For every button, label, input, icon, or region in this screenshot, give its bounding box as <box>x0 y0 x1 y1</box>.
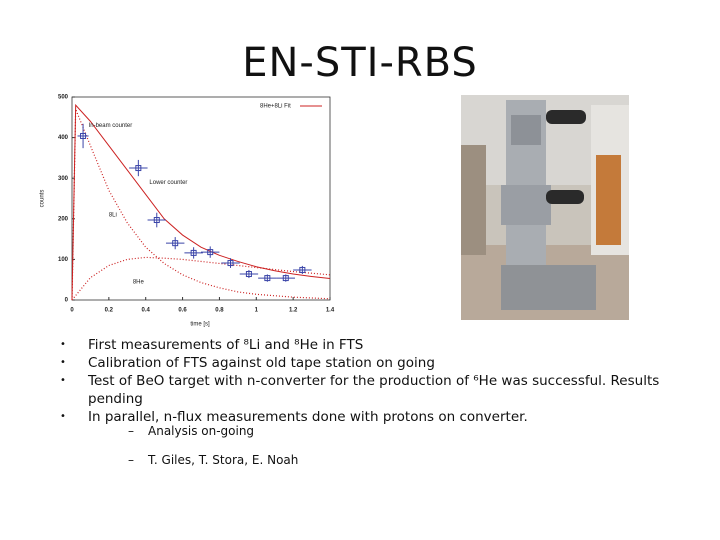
photo-cable <box>596 155 621 245</box>
annotation: In-beam counter <box>89 123 133 129</box>
chart: 0 100 200 300 400 500 0 0.2 0.4 0.6 0.8 1 1.2 1.4 time… <box>30 88 350 328</box>
fit-line <box>71 108 331 301</box>
annotation: Lower counter <box>149 180 187 186</box>
x-tick-label: 1.4 <box>326 308 335 314</box>
photo <box>461 95 629 320</box>
bullet-item: T. Giles, T. Stora, E. Noah <box>128 453 298 467</box>
x-tick-label: 0 <box>70 308 74 314</box>
data-point <box>172 240 179 247</box>
photo-part <box>511 115 541 145</box>
x-tick-label: 0.2 <box>105 308 114 314</box>
sub-bullet-list: Analysis on-going T. Giles, T. Stora, E. … <box>128 424 298 482</box>
photo-cabinet <box>461 145 486 255</box>
data-point <box>80 132 87 139</box>
x-tick-label: 0.6 <box>178 308 187 314</box>
x-tick-label: 1.2 <box>289 308 298 314</box>
data-point <box>227 260 234 267</box>
curve-label: 8He <box>133 279 145 285</box>
y-tick-label: 0 <box>65 298 69 304</box>
x-axis-label: time [s] <box>190 322 210 328</box>
data-point <box>299 266 306 273</box>
slide-title: EN-STI-RBS <box>242 40 478 86</box>
bullet-item: Analysis on-going <box>128 424 298 438</box>
y-axis-label: counts <box>40 190 46 208</box>
y-tick-label: 500 <box>58 95 69 101</box>
data-point <box>135 165 142 172</box>
y-tick-label: 400 <box>58 135 69 141</box>
y-tick-label: 300 <box>58 176 69 182</box>
plot-frame <box>71 96 331 301</box>
data-point <box>245 271 252 278</box>
data-point <box>190 249 197 256</box>
x-tick-label: 1 <box>255 308 259 314</box>
data-point <box>282 275 289 282</box>
photo-part <box>501 185 551 225</box>
data-point <box>153 217 160 224</box>
x-tick-label: 0.4 <box>142 308 151 314</box>
photo-handle <box>546 190 584 204</box>
bullet-item: Calibration of FTS against old tape stat… <box>60 354 680 372</box>
legend-label: 8He+8Li Fit <box>260 104 291 110</box>
bullet-list: First measurements of ⁸Li and ⁸He in FTS… <box>60 336 680 426</box>
photo-handle <box>546 110 586 124</box>
bullet-item: First measurements of ⁸Li and ⁸He in FTS <box>60 336 680 354</box>
curve-label: 8Li <box>109 212 117 218</box>
bullet-item: Test of BeO target with n-converter for … <box>60 372 680 408</box>
data-point <box>207 249 214 256</box>
y-tick-label: 200 <box>58 216 69 222</box>
y-tick-label: 100 <box>58 257 69 263</box>
photo-base <box>501 265 596 310</box>
data-point <box>264 275 271 282</box>
x-tick-label: 0.8 <box>215 308 224 314</box>
bullet-item: In parallel, n-flux measurements done wi… <box>60 408 680 426</box>
fit-line <box>71 103 331 301</box>
